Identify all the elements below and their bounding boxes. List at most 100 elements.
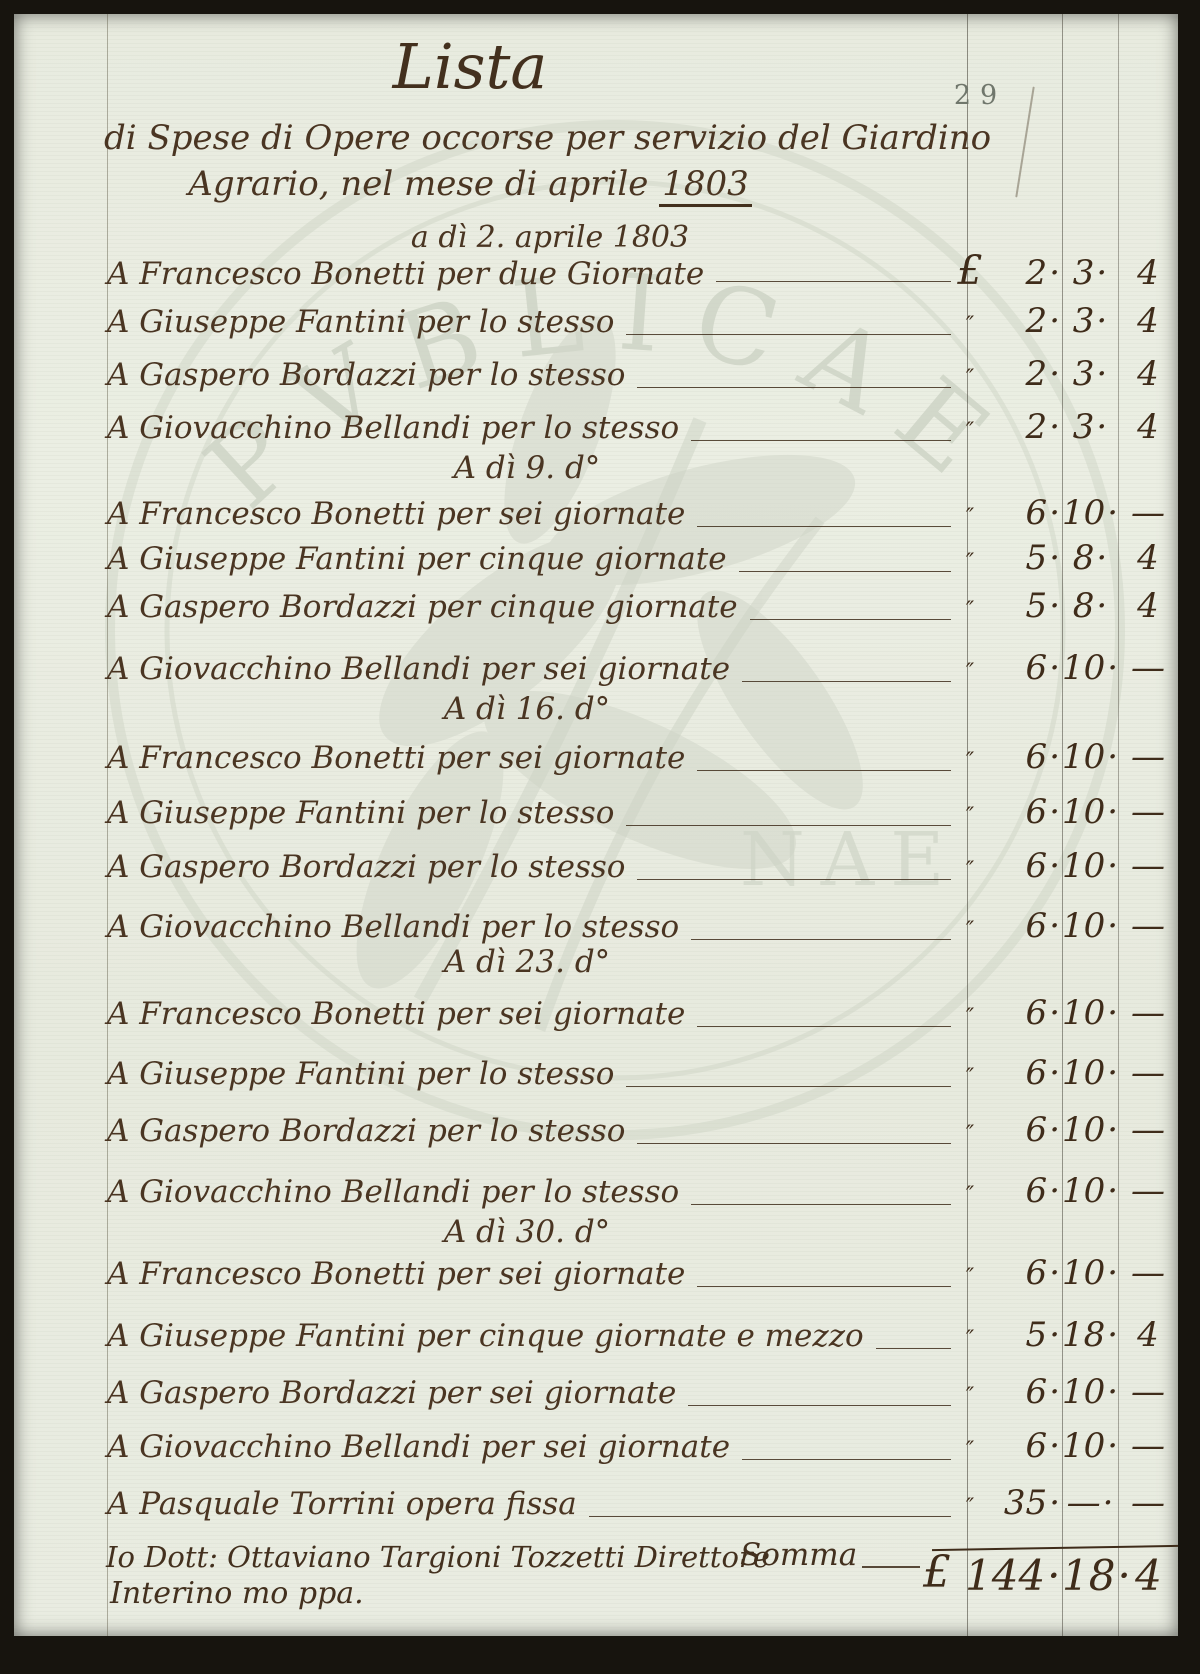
amount-denari: 4 [1137, 538, 1159, 578]
ledger-entry-row: A Gaspero Bordazzi per lo stesso ″ 610 — [107, 846, 1178, 892]
amount-lire: 6 [985, 906, 1062, 946]
ledger-entry-row: A Giovacchino Bellandi per lo stesso ″ 610… [107, 1171, 1178, 1217]
entry-amount: ″ 610 — [955, 846, 1178, 886]
amount-lire: 6 [985, 846, 1062, 886]
signature-line1: Io Dott: Ottaviano Targioni Tozzetti Dir… [106, 1540, 770, 1574]
amount-soldi: 10 [1062, 906, 1118, 946]
entry-amount: ″ 234 [955, 301, 1178, 341]
ledger-entry-row: A Francesco Bonetti per sei giornate ″ 610… [107, 1253, 1178, 1299]
entry-amount: £234 [955, 248, 1178, 294]
entry-text: A Francesco Bonetti per sei giornate [107, 1256, 686, 1292]
subtitle-text: Agrario, nel mese di aprile [188, 164, 660, 204]
entry-text: A Giuseppe Fantini per cinque giornate [107, 541, 727, 577]
ditto-mark: ″ [965, 1265, 975, 1290]
amount-denari: — [1131, 1483, 1165, 1523]
amount-denari: — [1131, 648, 1165, 688]
ledger-entry-row: A Pasquale Torrini opera fissa″35—— [107, 1483, 1178, 1529]
ditto-mark: ″ [965, 1183, 975, 1208]
ledger-entry-row: A Francesco Bonetti per sei giornate ″ 610… [107, 737, 1178, 783]
total-lire: 144 [965, 1551, 1062, 1600]
entry-amount: ″ 610 — [955, 1110, 1178, 1150]
fill-line [637, 879, 951, 880]
entry-text: A Gaspero Bordazzi per lo stesso [107, 849, 626, 885]
amount-denari: — [1131, 1253, 1165, 1293]
ditto-mark: ″ [965, 550, 975, 575]
entry-amount: ″ 610 — [955, 1372, 1178, 1412]
fill-line [697, 1286, 951, 1287]
amount-denari: — [1131, 993, 1165, 1033]
fill-line [875, 1348, 951, 1349]
ledger-entry-row: A Gaspero Bordazzi per cinque giornate ″ 5… [107, 586, 1178, 632]
amount-denari: — [1131, 1372, 1165, 1412]
ledger-entry-row: A Giuseppe Fantini per cinque giornate e… [107, 1315, 1178, 1361]
amount-soldi: 10 [1062, 792, 1118, 832]
amount-lire: 6 [985, 493, 1062, 533]
ditto-mark: ″ [965, 660, 975, 685]
fill-line [738, 571, 951, 572]
amount-lire: 6 [985, 993, 1062, 1033]
amount-soldi: 10 [1062, 1110, 1118, 1150]
entry-text: A Gaspero Bordazzi per cinque giornate [107, 589, 738, 625]
amount-soldi: 3 [1062, 354, 1118, 394]
amount-soldi: 8 [1062, 586, 1118, 626]
ledger-entry-row: A Gaspero Bordazzi per lo stesso ″ 610 — [107, 1110, 1178, 1156]
amount-soldi: 10 [1062, 993, 1118, 1033]
amount-denari: 4 [1137, 586, 1159, 626]
amount-soldi: 8 [1062, 538, 1118, 578]
fill-line [697, 1026, 951, 1027]
signature-line2: Interino mo ppa. [110, 1576, 364, 1611]
amount-soldi: 10 [1062, 1372, 1118, 1412]
amount-lire: 5 [985, 586, 1062, 626]
entry-amount: ″ 518 4 [955, 1315, 1178, 1355]
entry-amount: ″ 610 — [955, 737, 1178, 777]
amount-denari: — [1131, 792, 1165, 832]
amount-denari: — [1131, 493, 1165, 533]
ledger-entry-row: A Giuseppe Fantini per cinque giornate ″ 5… [107, 538, 1178, 584]
section-date-heading: A dì 16. d° [443, 691, 611, 727]
fill-line [626, 1086, 951, 1087]
amount-denari: 4 [1137, 301, 1159, 341]
fill-line [637, 1143, 951, 1144]
amount-soldi: 18 [1062, 1315, 1118, 1355]
amount-lire: 6 [985, 1426, 1062, 1466]
fill-line [749, 619, 951, 620]
entry-text: A Giuseppe Fantini per cinque giornate e… [107, 1318, 864, 1354]
fill-line [697, 526, 951, 527]
somma-fill-line [862, 1566, 920, 1568]
fill-line [626, 334, 951, 335]
ditto-mark: ″ [965, 804, 975, 829]
fill-line [716, 281, 951, 282]
ditto-mark: ″ [965, 1005, 975, 1030]
fill-line [626, 825, 951, 826]
amount-soldi: 10 [1062, 648, 1118, 688]
fill-line [637, 387, 951, 388]
entry-text: A Francesco Bonetti per sei giornate [107, 496, 686, 532]
entry-text: A Giuseppe Fantini per lo stesso [107, 795, 615, 831]
entry-amount: ″ 610 — [955, 993, 1178, 1033]
ditto-mark: ″ [965, 505, 975, 530]
ditto-mark: ″ [965, 313, 975, 338]
amount-lire: 6 [985, 1372, 1062, 1412]
amount-soldi: 10 [1062, 1253, 1118, 1293]
entry-text: A Gaspero Bordazzi per sei giornate [107, 1375, 677, 1411]
page-number-stamp: 29 [953, 80, 1007, 111]
amount-soldi: 3 [1062, 407, 1118, 447]
ledger-entry-row: A Francesco Bonetti per due Giornate £234 [107, 248, 1178, 294]
section-date-heading: A dì 23. d° [443, 944, 611, 980]
section-date-heading: A dì 30. d° [443, 1214, 611, 1250]
entry-text: A Giovacchino Bellandi per sei giornate [107, 1429, 731, 1465]
somma-label: Somma [740, 1537, 858, 1573]
amount-column-rule-3 [1118, 14, 1119, 1636]
amount-denari: 4 [1137, 354, 1159, 394]
fill-line [742, 1459, 951, 1460]
ditto-mark: ″ [965, 858, 975, 883]
entry-text: A Francesco Bonetti per sei giornate [107, 740, 686, 776]
entry-text: A Giovacchino Bellandi per lo stesso [107, 909, 680, 945]
amount-lire: 2 [985, 301, 1062, 341]
fill-line [697, 770, 951, 771]
ditto-mark: ″ [965, 1327, 975, 1352]
entry-text: A Gaspero Bordazzi per lo stesso [107, 357, 626, 393]
entry-amount: ″ 610 — [955, 906, 1178, 946]
amount-denari: 4 [1137, 407, 1159, 447]
